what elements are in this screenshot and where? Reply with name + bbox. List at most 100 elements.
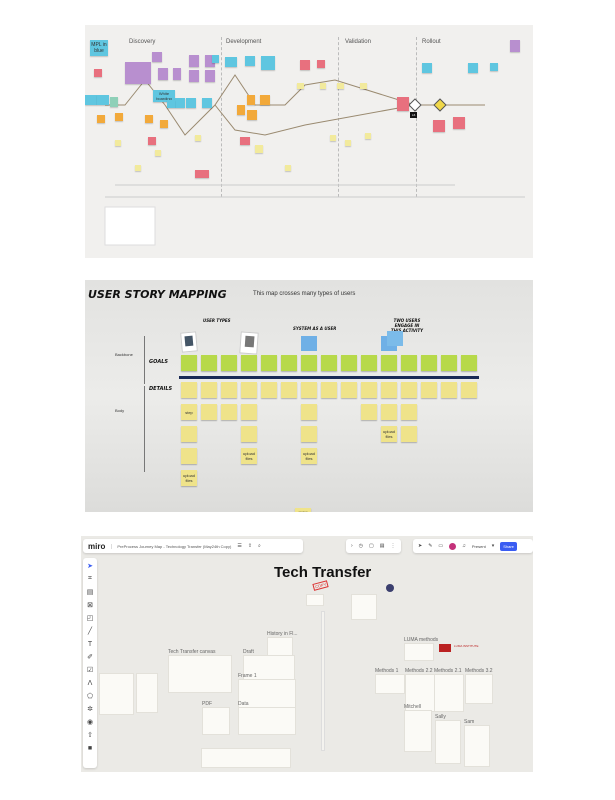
board-frame[interactable]: [435, 720, 461, 764]
sticky-note: [397, 97, 409, 111]
board-frame[interactable]: [168, 655, 232, 693]
more-icon[interactable]: ⋮: [390, 543, 396, 549]
goal-sticky: [201, 355, 217, 371]
frame-label[interactable]: Data: [238, 701, 249, 707]
board-frame[interactable]: [434, 674, 464, 712]
mindmap-icon[interactable]: ✲: [87, 706, 93, 713]
text-icon[interactable]: T: [87, 640, 93, 648]
detail-sticky: [181, 448, 197, 464]
chevron-right-icon[interactable]: ›: [351, 543, 353, 549]
sticky-text: upload files: [242, 451, 255, 461]
sticky-note: [202, 98, 212, 108]
comment-icon[interactable]: ▭: [438, 543, 444, 549]
frame-label[interactable]: Frame 1: [238, 673, 257, 679]
board-title[interactable]: PreProcess Journey Map - Technology Tran…: [111, 543, 231, 549]
user-story-map-image: USER STORY MAPPING This map crosses many…: [85, 280, 533, 512]
detail-sticky: [241, 426, 257, 442]
sticky-note: [152, 52, 162, 62]
goal-sticky: [181, 355, 197, 371]
goal-sticky: [401, 355, 417, 371]
canvas-title: Tech Transfer: [274, 564, 372, 581]
divider: [144, 386, 145, 472]
frame-label[interactable]: Mitchell: [404, 704, 421, 710]
sticky-note: [453, 117, 465, 129]
cursor-icon[interactable]: ➤: [418, 543, 423, 549]
sticky-note: [330, 135, 336, 141]
sticky-note: [260, 95, 270, 105]
board-card[interactable]: [351, 594, 377, 620]
present-button[interactable]: Present: [471, 543, 486, 549]
share-button[interactable]: Share: [500, 541, 517, 551]
sticky-note: [175, 98, 185, 108]
phase-rollout: Rollout: [422, 39, 441, 45]
card-icon[interactable]: ☑: [86, 667, 94, 674]
sticky-note-icon[interactable]: ◰: [86, 615, 94, 622]
sticky-white-boarding: White boarding: [153, 90, 175, 102]
frame-label[interactable]: Methods 2.2: [405, 668, 433, 674]
board-frame[interactable]: [404, 643, 434, 661]
sticky-note: [300, 60, 310, 70]
frame-label[interactable]: Methods 2.1: [434, 668, 462, 674]
search-icon[interactable]: ⌕: [258, 543, 261, 549]
detail-sticky: [281, 382, 297, 398]
board-frame[interactable]: [238, 679, 296, 709]
board-frame[interactable]: [238, 707, 296, 735]
frame-icon[interactable]: ⌗: [88, 575, 92, 582]
miro-logo[interactable]: miro: [88, 541, 106, 551]
board-frame[interactable]: [404, 710, 432, 752]
board-frame[interactable]: [243, 655, 295, 682]
frame-label[interactable]: Methods 1: [375, 668, 399, 674]
reactions-icon[interactable]: ✎: [428, 543, 433, 549]
sticky-note: [94, 69, 102, 77]
board-frame[interactable]: [405, 674, 435, 712]
board-frame[interactable]: [464, 725, 490, 767]
board-card[interactable]: [306, 594, 324, 606]
upload-icon[interactable]: ⇧: [87, 732, 93, 739]
sticky-mpl-in-blue: MPL in blue: [90, 40, 108, 56]
avatar[interactable]: [449, 542, 457, 550]
board-frame[interactable]: [375, 674, 405, 694]
sticky-icon[interactable]: ▢: [369, 543, 374, 549]
frame-label[interactable]: Draft: [243, 649, 254, 655]
left-toolbar: ➤ ⌗ ▤ ⊠ ◰ ╱ T ✐ ☑ Λ ⬠ ✲ ◉ ⇧ ■: [83, 558, 97, 768]
detail-sticky: [361, 404, 377, 420]
frame-label[interactable]: LUMA methods: [404, 637, 439, 643]
sticky-note: [247, 95, 255, 105]
sticky-text: step: [185, 409, 193, 415]
line-icon[interactable]: ╱: [87, 628, 93, 635]
frame-label[interactable]: Tech Transfer canvas: [168, 649, 216, 655]
board-frame[interactable]: [202, 707, 230, 735]
backbone-divider: [179, 376, 479, 379]
comment-tool-icon[interactable]: ◉: [86, 719, 94, 726]
frame-label[interactable]: Methods 3.2: [465, 668, 493, 674]
shapes-icon[interactable]: ⬠: [86, 693, 94, 700]
curve-icon[interactable]: Λ: [87, 679, 93, 687]
frame-label[interactable]: PDF: [202, 701, 212, 707]
sticky-note: [195, 170, 209, 178]
sticky-note: [160, 120, 168, 128]
frame-label[interactable]: Sally: [435, 714, 446, 720]
sticky-note: [468, 63, 478, 73]
template-icon[interactable]: ▤: [86, 589, 94, 596]
frame-label[interactable]: History in Fl...: [267, 631, 298, 637]
notification-icon[interactable]: ♫: [462, 543, 466, 549]
phase-validation: Validation: [345, 39, 371, 45]
pen-icon[interactable]: ✐: [87, 654, 93, 661]
menu-icon[interactable]: ☰: [237, 543, 242, 549]
board-card[interactable]: [201, 748, 291, 768]
table-icon[interactable]: ⊠: [87, 602, 93, 609]
apps-icon[interactable]: ■: [87, 744, 93, 752]
chevron-down-icon[interactable]: ▾: [491, 543, 495, 549]
detail-sticky: [301, 426, 317, 442]
board-card[interactable]: [136, 673, 158, 713]
sticky-note: [186, 98, 196, 108]
board-frame[interactable]: [465, 674, 493, 704]
goal-sticky: [361, 355, 377, 371]
board-card[interactable]: [99, 673, 134, 715]
export-icon[interactable]: ⇪: [247, 543, 253, 549]
frame-label[interactable]: Sam: [464, 719, 475, 725]
timer-icon[interactable]: ◷: [358, 543, 364, 549]
phase-discovery: Discovery: [129, 39, 156, 45]
select-icon[interactable]: ➤: [87, 563, 93, 570]
notes-icon[interactable]: ▤: [379, 543, 385, 549]
